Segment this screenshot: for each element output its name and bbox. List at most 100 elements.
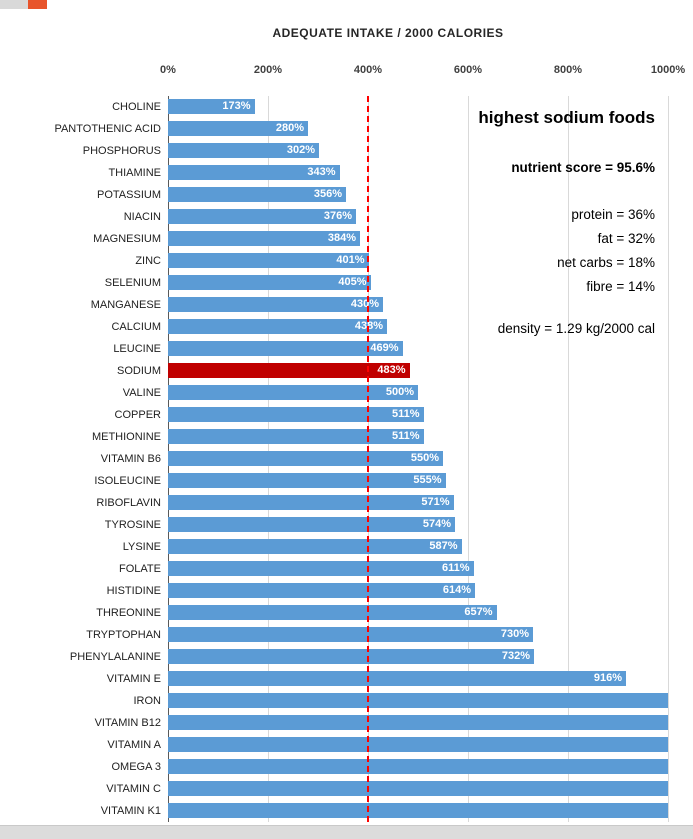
bar: 587% [168, 539, 462, 554]
bar: 430% [168, 297, 383, 312]
vertical-gridline [568, 96, 569, 822]
bar-row: VITAMIN B6 550% [0, 448, 693, 470]
bar: 405% [168, 275, 371, 290]
bar: 343% [168, 165, 340, 180]
bar-row: VITAMIN E 916% [0, 668, 693, 690]
bar-row: MAGNESIUM 384% [0, 228, 693, 250]
x-axis-tick-label: 800% [553, 64, 583, 76]
bar [168, 803, 668, 818]
category-label: OMEGA 3 [111, 761, 161, 773]
x-axis-tick-label: 600% [453, 64, 483, 76]
bar-row: CHOLINE 173% [0, 96, 693, 118]
bar-row: METHIONINE 511% [0, 426, 693, 448]
bar: 384% [168, 231, 360, 246]
bar: 730% [168, 627, 533, 642]
bar: 611% [168, 561, 474, 576]
value-label: 511% [391, 408, 420, 420]
value-label: 916% [593, 672, 622, 684]
value-label: 611% [441, 562, 470, 574]
value-label: 587% [429, 540, 458, 552]
category-label: CHOLINE [112, 101, 161, 113]
value-label: 614% [442, 584, 471, 596]
bar: 574% [168, 517, 455, 532]
category-label: THIAMINE [108, 167, 161, 179]
vertical-gridline [668, 96, 669, 822]
value-label: 384% [327, 232, 356, 244]
category-label: PHENYLALANINE [69, 651, 161, 663]
x-axis-tick-label: 200% [253, 64, 283, 76]
value-label: 376% [323, 210, 352, 222]
bar [168, 759, 668, 774]
bar: 555% [168, 473, 446, 488]
bar: 438% [168, 319, 387, 334]
value-label: 280% [275, 122, 304, 134]
spreadsheet-bottom-row-fragment [0, 825, 693, 839]
bar-row: COPPER 511% [0, 404, 693, 426]
category-label: THREONINE [96, 607, 161, 619]
value-label: 401% [336, 254, 365, 266]
category-label: VITAMIN A [107, 739, 161, 751]
bar-row: VITAMIN B12 [0, 712, 693, 734]
bar-row: VALINE 500% [0, 382, 693, 404]
bar-row: TYROSINE 574% [0, 514, 693, 536]
annotation-density: density = 1.29 kg/2000 cal [497, 321, 655, 336]
bar: 571% [168, 495, 454, 510]
bar: 732% [168, 649, 534, 664]
category-label: MAGNESIUM [93, 233, 161, 245]
bar-row: RIBOFLAVIN 571% [0, 492, 693, 514]
bar-rows: CHOLINE 173% PANTOTHENIC ACID 280% PHOSPHORU… [0, 96, 693, 822]
category-label: CALCIUM [111, 321, 161, 333]
category-label: LEUCINE [113, 343, 161, 355]
vertical-gridline [468, 96, 469, 822]
x-axis-tick-label: 0% [160, 64, 176, 76]
bar [168, 737, 668, 752]
bar: 469% [168, 341, 403, 356]
spreadsheet-orange-cell-fragment [28, 0, 47, 9]
bar: 376% [168, 209, 356, 224]
bar-row: ZINC 401% [0, 250, 693, 272]
annotation-fibre: fibre = 14% [586, 279, 655, 294]
value-label: 405% [338, 276, 367, 288]
bar-row: VITAMIN K1 [0, 800, 693, 822]
category-label: VALINE [122, 387, 161, 399]
bar-row: THREONINE 657% [0, 602, 693, 624]
reference-line-400pct [367, 96, 369, 822]
bar: 401% [168, 253, 369, 268]
category-label: VITAMIN E [106, 673, 161, 685]
category-label: COPPER [114, 409, 161, 421]
value-label: 571% [421, 496, 450, 508]
bar-row: THIAMINE 343% [0, 162, 693, 184]
x-axis-tick-label: 400% [353, 64, 383, 76]
bar-row: LEUCINE 469% [0, 338, 693, 360]
value-label: 469% [370, 342, 399, 354]
bar-row: IRON [0, 690, 693, 712]
bar-row: SELENIUM 405% [0, 272, 693, 294]
value-label: 732% [501, 650, 530, 662]
category-label: VITAMIN B12 [94, 717, 161, 729]
value-label: 730% [500, 628, 529, 640]
value-label: 430% [350, 298, 379, 310]
bar: 550% [168, 451, 443, 466]
bar-row: VITAMIN A [0, 734, 693, 756]
bar-row: CALCIUM 438% [0, 316, 693, 338]
value-label: 302% [286, 144, 315, 156]
category-label: MANGANESE [90, 299, 161, 311]
annotation-heading: highest sodium foods [478, 108, 655, 127]
value-label: 500% [385, 386, 414, 398]
value-label: 356% [313, 188, 342, 200]
category-label: POTASSIUM [97, 189, 161, 201]
category-label: NIACIN [123, 211, 161, 223]
bar: 614% [168, 583, 475, 598]
bar: 657% [168, 605, 497, 620]
bar-row: SODIUM 483% [0, 360, 693, 382]
category-label: VITAMIN B6 [100, 453, 161, 465]
category-label: PHOSPHORUS [82, 145, 161, 157]
highlighted-bar: 483% [168, 363, 410, 378]
value-label: 550% [410, 452, 439, 464]
category-label: VITAMIN C [106, 783, 161, 795]
bar: 511% [168, 407, 424, 422]
bar [168, 693, 668, 708]
bar: 916% [168, 671, 626, 686]
bar-row: PHOSPHORUS 302% [0, 140, 693, 162]
category-label: VITAMIN K1 [100, 805, 161, 817]
